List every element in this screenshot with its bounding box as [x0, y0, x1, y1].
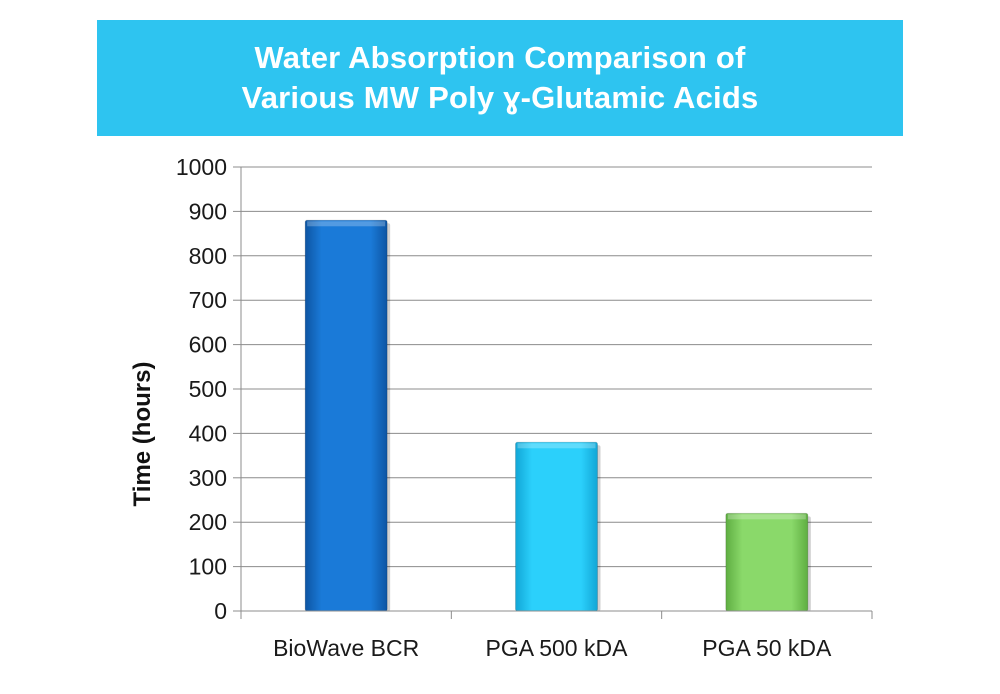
- chart-title-line-2: Various MW Poly ɣ-Glutamic Acids: [241, 80, 759, 115]
- y-tick-label: 600: [189, 332, 227, 358]
- bar-0: [304, 219, 388, 612]
- bar-highlight: [727, 514, 806, 520]
- y-tick-label: 100: [189, 554, 227, 580]
- y-axis-label: Time (hours): [129, 362, 156, 507]
- y-tick-label: 900: [189, 198, 227, 224]
- y-tick-label: 400: [189, 420, 227, 446]
- bar-1: [515, 441, 598, 612]
- x-category-label: PGA 50 kDA: [702, 635, 832, 661]
- y-tick-label: 300: [189, 465, 227, 491]
- y-tick-label: 500: [189, 376, 227, 402]
- bar-highlight: [517, 443, 596, 449]
- bar-2: [725, 512, 809, 612]
- x-category-labels: BioWave BCR PGA 500 kDA PGA 50 kDA: [273, 635, 832, 661]
- x-category-label: BioWave BCR: [273, 635, 419, 661]
- y-tick-label: 1000: [176, 154, 227, 180]
- y-tick-labels: 0 100 200 300 400 500 600 700 800 900 1000: [176, 154, 227, 624]
- y-tick-label: 800: [189, 243, 227, 269]
- chart-title-banner: Water Absorption Comparison of Various M…: [97, 20, 903, 136]
- y-tick-label: 700: [189, 287, 227, 313]
- bar-highlight: [307, 221, 386, 227]
- x-category-label: PGA 500 kDA: [486, 635, 629, 661]
- y-tick-label: 200: [189, 509, 227, 535]
- chart-title-line-1: Water Absorption Comparison of: [254, 40, 746, 75]
- y-tick-label: 0: [214, 598, 227, 624]
- bars: [304, 219, 811, 612]
- axes: [233, 166, 873, 619]
